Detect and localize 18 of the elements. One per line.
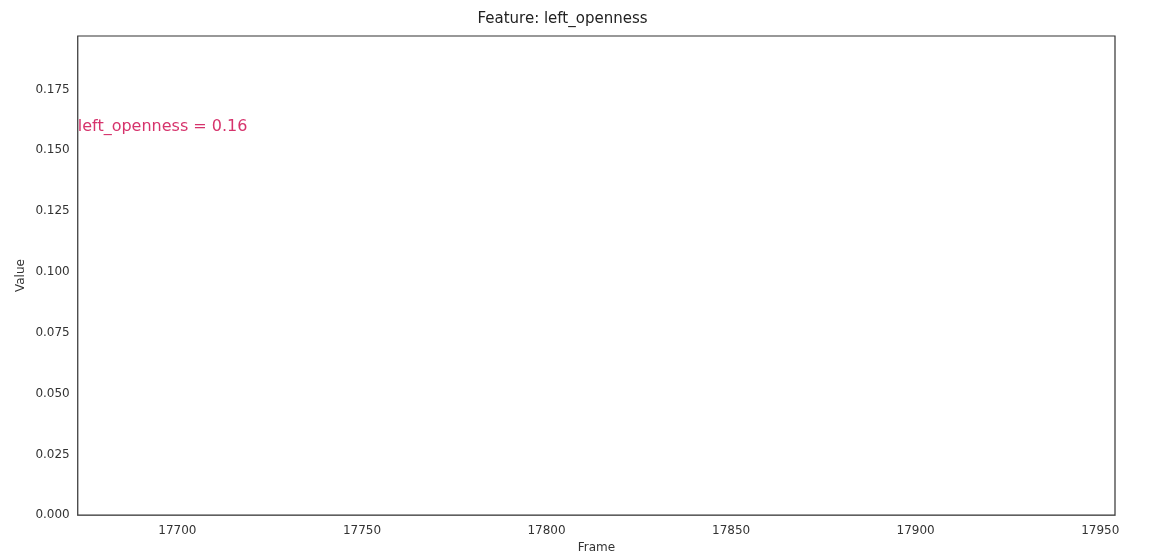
x-tick-label: 17900 (896, 522, 935, 537)
y-tick-label: 0.050 (35, 385, 70, 400)
x-tick-label: 17700 (158, 522, 197, 537)
x-tick-label: 17800 (527, 522, 566, 537)
y-tick-label: 0.025 (35, 446, 70, 461)
y-tick-label: 0.150 (35, 142, 70, 157)
annotation: left_openness = 0.16 (77, 116, 248, 137)
y-tick-label: 0.175 (35, 81, 70, 96)
y-tick-label: 0.100 (35, 264, 70, 279)
x-axis-title: Frame (577, 539, 616, 554)
y-tick-label: 0.075 (35, 324, 70, 339)
chart-title: Feature: left_openness (477, 8, 648, 28)
x-tick-label: 17850 (712, 522, 751, 537)
x-tick-label: 17750 (342, 522, 382, 537)
y-axis-title: Value (13, 259, 28, 293)
x-tick-label: 17950 (1081, 522, 1120, 537)
y-tick-label: 0.000 (35, 507, 70, 522)
y-tick-label: 0.125 (35, 203, 70, 218)
